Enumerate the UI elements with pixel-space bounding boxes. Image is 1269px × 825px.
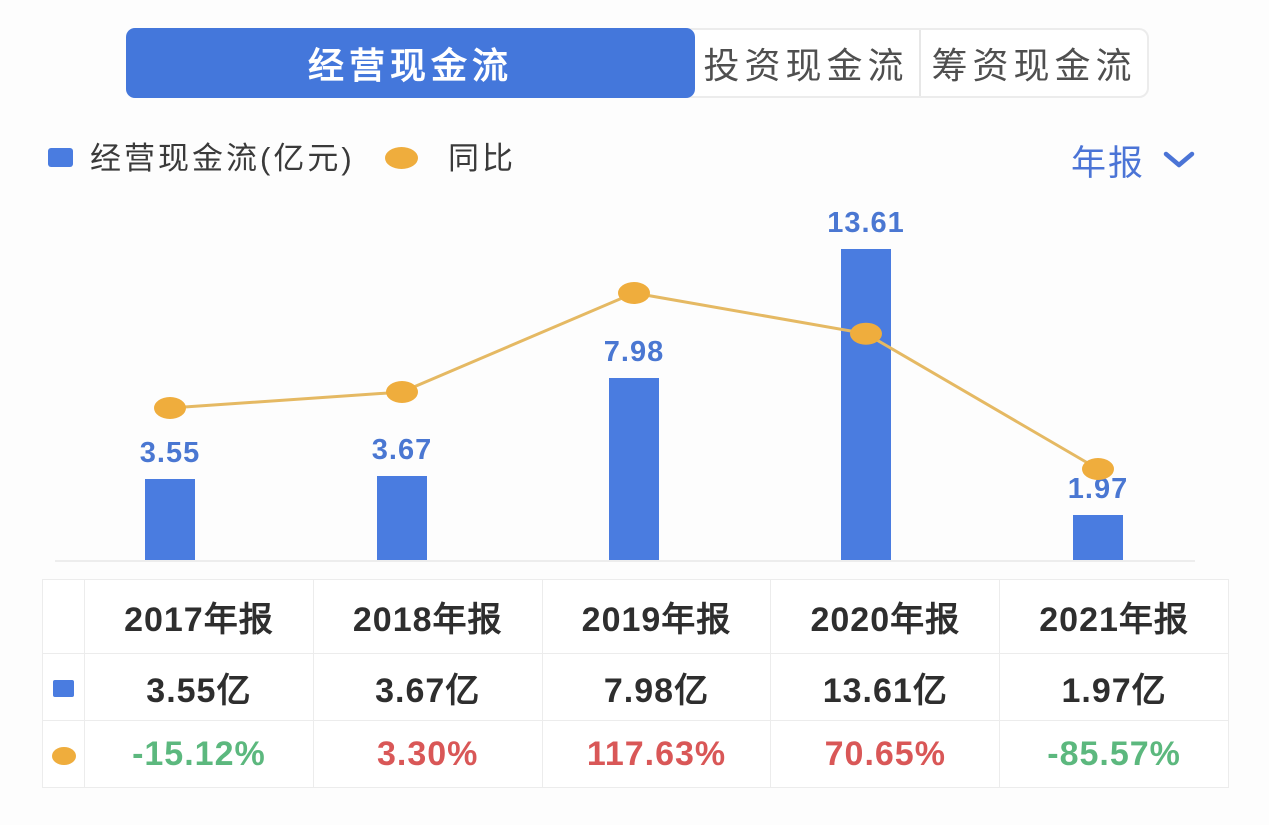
line-series-swatch-icon — [385, 147, 418, 169]
column-header-2018年报: 2018年报 — [312, 579, 543, 654]
chevron-down-icon — [1163, 151, 1195, 168]
column-header-2020年报: 2020年报 — [770, 579, 1001, 654]
table-row: -15.12% 3.30% 117.63% 70.65% -85.57% — [42, 720, 1229, 788]
table-cell: 3.55亿 — [84, 653, 314, 721]
table-cell: 7.98亿 — [541, 653, 772, 721]
tab-financing-cashflow[interactable]: 筹资现金流 — [919, 30, 1147, 96]
table-cell: 70.65% — [770, 720, 1001, 788]
bar-2018年报 — [377, 476, 427, 560]
bar-2019年报 — [609, 378, 659, 560]
yoy-point-2019年报 — [618, 282, 650, 304]
row-icon-cell — [42, 720, 85, 788]
period-dropdown-value: 年报 — [1070, 143, 1145, 183]
period-dropdown[interactable]: 年报 — [1071, 138, 1197, 183]
bar-2017年报 — [145, 479, 195, 560]
chart-area: 3.55 3.67 7.98 13.61 1.97 — [0, 190, 1269, 575]
yoy-line — [169, 291, 1099, 471]
yoy-line-layer — [154, 282, 1114, 480]
row-icon-cell — [42, 653, 85, 721]
table-cell: 13.61亿 — [770, 653, 1001, 721]
column-header-2019年报: 2019年报 — [541, 579, 772, 654]
line-series-swatch-icon — [51, 746, 76, 765]
table-cell: -85.57% — [999, 720, 1229, 788]
bar-value-label-2018年报: 3.67 — [371, 434, 433, 466]
data-table: 2017年报 2018年报 2019年报 2020年报 2021年报 3.55亿 3.67亿… — [42, 579, 1229, 788]
chart-legend: 经营现金流(亿元) 同比 年报 — [0, 138, 1269, 184]
table-cell: 3.30% — [312, 720, 543, 788]
yoy-point-2017年报 — [154, 397, 186, 419]
bar-value-label-2019年报: 7.98 — [603, 336, 665, 368]
tab-operating-cashflow[interactable]: 经营现金流 — [126, 28, 695, 98]
table-header-row: 2017年报 2018年报 2019年报 2020年报 2021年报 — [42, 579, 1229, 654]
cashflow-tab-bar: 经营现金流 投资现金流 筹资现金流 — [126, 28, 1149, 98]
bar-value-label-2017年报: 3.55 — [139, 437, 201, 469]
bar-series-swatch-icon — [48, 148, 73, 167]
table-cell: 1.97亿 — [999, 653, 1229, 721]
column-header-2017年报: 2017年报 — [84, 579, 314, 654]
table-cell: 3.67亿 — [312, 653, 543, 721]
column-header-2021年报: 2021年报 — [999, 579, 1229, 654]
yoy-point-2020年报 — [850, 322, 882, 345]
table-cell: 117.63% — [541, 720, 772, 788]
tab-investing-cashflow[interactable]: 投资现金流 — [703, 45, 909, 86]
bar-value-label-2020年报: 13.61 — [827, 207, 905, 239]
table-corner-cell — [42, 579, 85, 654]
line-series-legend-label: 同比 — [448, 141, 516, 176]
yoy-point-2018年报 — [386, 381, 418, 403]
table-row: 3.55亿 3.67亿 7.98亿 13.61亿 1.97亿 — [42, 653, 1229, 721]
table-cell: -15.12% — [84, 720, 314, 788]
bar-2020年报 — [841, 249, 891, 560]
bar-series-legend-label: 经营现金流(亿元) — [90, 141, 355, 176]
yoy-point-2021年报 — [1082, 458, 1114, 480]
bar-series-swatch-icon — [53, 680, 74, 698]
x-axis-line — [55, 560, 1195, 562]
bar-2021年报 — [1073, 515, 1123, 560]
